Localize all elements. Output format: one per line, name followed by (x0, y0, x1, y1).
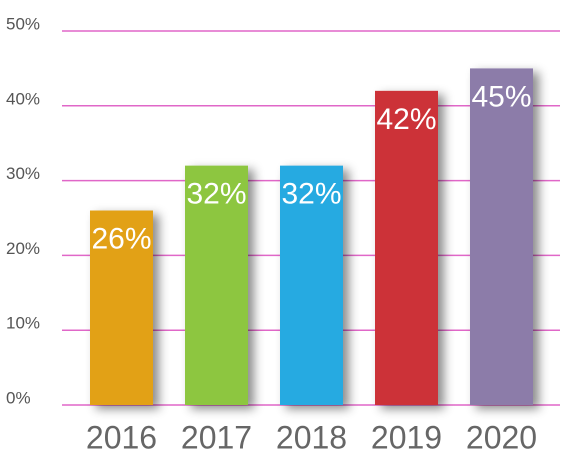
value-label: 42% (376, 103, 436, 136)
value-label: 26% (91, 222, 151, 255)
bar (280, 165, 343, 405)
bar (90, 210, 153, 405)
value-label: 32% (281, 178, 341, 211)
value-label: 32% (186, 178, 246, 211)
y-tick-label: 30% (6, 164, 40, 183)
y-tick-label: 40% (6, 89, 40, 108)
bar (470, 68, 533, 406)
value-label: 45% (471, 80, 531, 113)
y-tick-label: 10% (6, 314, 40, 333)
y-tick-label: 0% (6, 388, 31, 407)
bar (185, 165, 248, 405)
x-tick-label: 2019 (371, 419, 442, 455)
y-tick-label: 20% (6, 239, 40, 258)
y-tick-label: 50% (6, 14, 40, 33)
bar (375, 90, 438, 405)
x-tick-label: 2016 (86, 419, 157, 455)
x-tick-label: 2017 (181, 419, 252, 455)
x-tick-label: 2020 (466, 419, 537, 455)
x-tick-label: 2018 (276, 419, 347, 455)
